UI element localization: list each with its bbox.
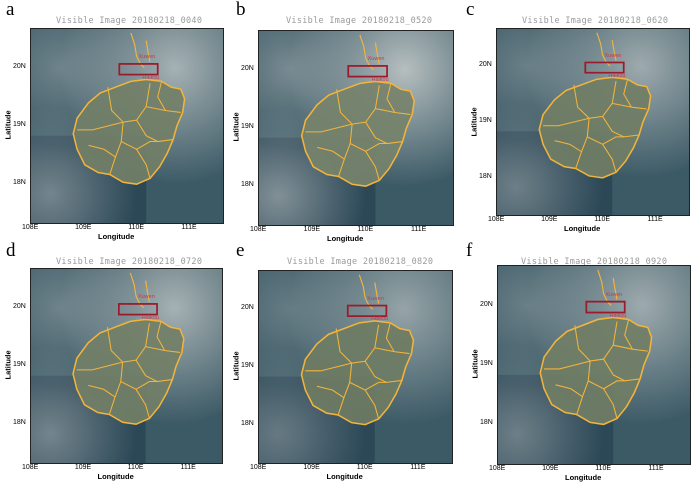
y-axis-label: Latitude bbox=[3, 350, 13, 380]
satellite-image: Xuwen Haikou bbox=[30, 28, 224, 224]
panel-c: c Visible Image 20180218_0620 Xuwen Haikou 1… bbox=[460, 0, 690, 241]
y-tick-label: 19N bbox=[241, 123, 254, 130]
y-tick-label: 19N bbox=[480, 360, 493, 367]
label-xuwen: Xuwen bbox=[604, 53, 622, 60]
panel-a: a Visible Image 20180218_0040 Xuwen Haikou 1… bbox=[0, 0, 230, 241]
x-tick-label: 111E bbox=[411, 226, 427, 233]
label-haikou: Haikou bbox=[142, 74, 160, 81]
x-tick-label: 111E bbox=[180, 464, 196, 471]
label-xuwen: Xuwen bbox=[137, 294, 155, 301]
panel-letter: b bbox=[236, 0, 246, 20]
x-tick-label: 108E bbox=[250, 226, 267, 233]
label-haikou: Haikou bbox=[371, 76, 389, 83]
x-tick-label: 111E bbox=[648, 465, 664, 472]
y-tick-label: 18N bbox=[241, 181, 254, 189]
x-tick-label: 109E bbox=[74, 464, 92, 471]
panel-f: f Visible Image 20180218_0920 Xuwen Haikou 1… bbox=[460, 240, 691, 482]
satellite-image: Xuwen Haikou bbox=[30, 268, 223, 464]
panel-letter: e bbox=[236, 240, 245, 261]
x-tick-label: 111E bbox=[647, 216, 663, 223]
x-axis-label: Longitude bbox=[98, 232, 135, 241]
y-tick-label: 19N bbox=[13, 361, 26, 368]
y-axis-label: Latitude bbox=[469, 107, 479, 137]
x-axis-label: Longitude bbox=[565, 473, 602, 482]
satellite-image: Xuwen Haikou bbox=[258, 270, 453, 464]
panel-d: d Visible Image 20180218_0720 Xuwen Haikou 1… bbox=[0, 241, 230, 482]
y-tick-label: 19N bbox=[241, 362, 254, 369]
y-axis-label: Latitude bbox=[231, 112, 241, 142]
panel-e: e Visible Image 20180218_0820 Xuwen Haikou 1… bbox=[230, 241, 460, 482]
label-haikou: Haikou bbox=[141, 314, 159, 321]
x-tick-label: 108E bbox=[250, 464, 267, 471]
panel-title: Visible Image 20180218_0820 bbox=[287, 257, 434, 267]
label-xuwen: Xuwen bbox=[138, 54, 156, 61]
panel-b: b Visible Image 20180218_0520 Xuwen Haikou 1… bbox=[230, 0, 460, 243]
x-tick-label: 109E bbox=[303, 464, 320, 471]
y-tick-label: 19N bbox=[13, 121, 26, 128]
panel-title: Visible Image 20180218_0720 bbox=[56, 257, 203, 267]
x-tick-label: 110E bbox=[595, 465, 612, 472]
y-tick-label: 20N bbox=[479, 61, 492, 69]
y-axis-label: Latitude bbox=[470, 349, 480, 379]
y-tick-label: 18N bbox=[13, 419, 26, 427]
y-tick-label: 20N bbox=[241, 64, 254, 72]
panel-title: Visible Image 20180218_0520 bbox=[286, 16, 433, 26]
x-tick-label: 108E bbox=[488, 216, 505, 223]
x-tick-label: 108E bbox=[489, 465, 506, 472]
panel-title: Visible Image 20180218_0920 bbox=[521, 257, 668, 267]
label-haikou: Haikou bbox=[370, 316, 389, 323]
x-axis-label: Longitude bbox=[564, 224, 601, 233]
x-tick-label: 110E bbox=[127, 464, 144, 471]
y-axis-label: Latitude bbox=[3, 110, 13, 140]
panel-letter: a bbox=[6, 0, 15, 20]
x-tick-label: 110E bbox=[356, 464, 373, 471]
x-tick-label: 109E bbox=[542, 465, 559, 472]
x-tick-label: 109E bbox=[75, 224, 92, 231]
label-xuwen: Xuwen bbox=[367, 56, 385, 63]
x-tick-label: 110E bbox=[594, 216, 611, 223]
x-axis-label: Longitude bbox=[97, 472, 134, 481]
satellite-image: Xuwen Haikou bbox=[497, 265, 691, 465]
satellite-image: Xuwen Haikou bbox=[258, 30, 454, 226]
y-tick-label: 20N bbox=[13, 62, 26, 70]
x-tick-label: 110E bbox=[357, 226, 374, 233]
y-tick-label: 19N bbox=[479, 117, 492, 124]
panel-letter: f bbox=[466, 240, 473, 261]
y-axis-label: Latitude bbox=[231, 351, 241, 381]
label-haikou: Haikou bbox=[609, 312, 627, 319]
x-tick-label: 110E bbox=[128, 224, 145, 231]
x-tick-label: 108E bbox=[22, 464, 39, 471]
y-tick-label: 20N bbox=[13, 302, 26, 310]
x-tick-label: 111E bbox=[181, 224, 197, 231]
x-axis-label: Longitude bbox=[327, 234, 364, 243]
panel-title: Visible Image 20180218_0040 bbox=[56, 16, 203, 26]
panel-letter: d bbox=[6, 240, 16, 261]
label-xuwen: Xuwen bbox=[367, 295, 384, 302]
x-tick-label: 111E bbox=[410, 464, 426, 471]
y-tick-label: 20N bbox=[480, 300, 493, 308]
panel-letter: c bbox=[466, 0, 475, 20]
x-axis-label: Longitude bbox=[326, 472, 363, 481]
satellite-image: Xuwen Haikou bbox=[496, 28, 690, 216]
y-tick-label: 18N bbox=[480, 419, 493, 427]
y-tick-label: 18N bbox=[241, 419, 254, 427]
y-tick-label: 18N bbox=[13, 179, 26, 187]
label-haikou: Haikou bbox=[608, 72, 626, 79]
label-xuwen: Xuwen bbox=[605, 291, 623, 298]
panel-title: Visible Image 20180218_0620 bbox=[522, 16, 669, 26]
y-tick-label: 20N bbox=[241, 304, 254, 312]
x-tick-label: 109E bbox=[541, 216, 558, 223]
x-tick-label: 109E bbox=[303, 226, 321, 233]
x-tick-label: 108E bbox=[22, 224, 39, 231]
y-tick-label: 18N bbox=[479, 172, 492, 180]
